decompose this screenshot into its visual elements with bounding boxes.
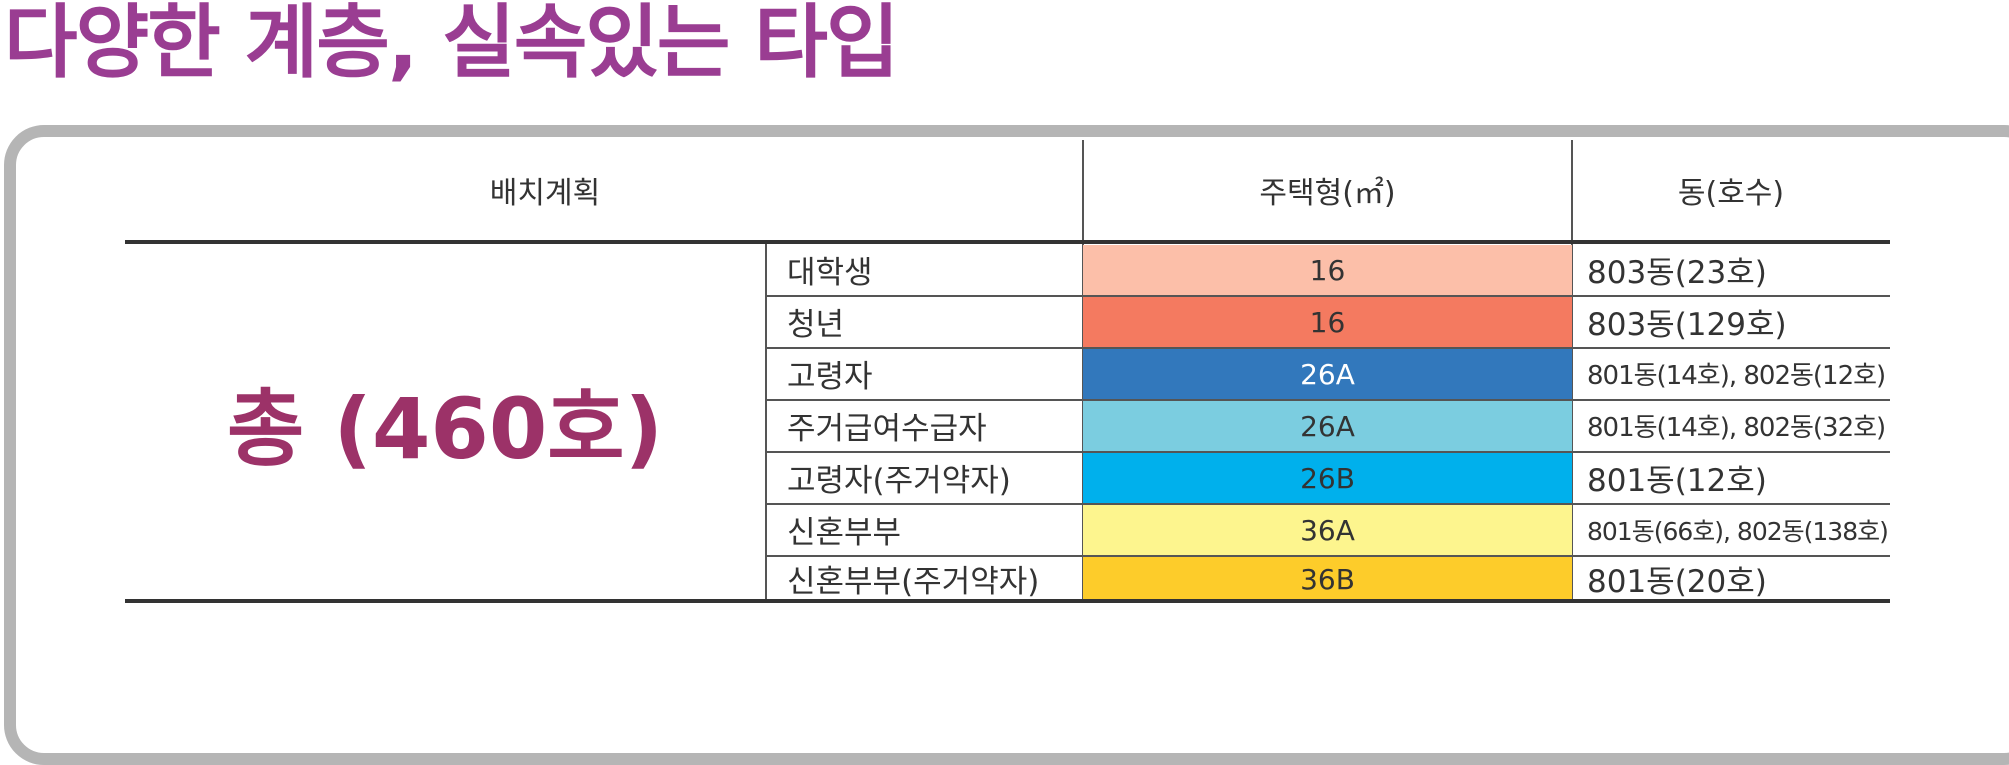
- building-cell: 801동(14호), 802동(12호): [1587, 361, 1886, 391]
- type-cell: 36B: [1083, 557, 1572, 601]
- row-divider: [765, 399, 1890, 401]
- category-cell: 고령자: [787, 359, 873, 395]
- table-row: 신혼부부 36A 801동(66호), 802동(138호): [125, 504, 1890, 555]
- type-cell: 26B: [1083, 453, 1572, 503]
- header-plan: 배치계획: [489, 176, 601, 211]
- column-divider: [765, 244, 767, 600]
- category-cell: 주거급여수급자: [787, 411, 987, 447]
- building-cell: 801동(66호), 802동(138호): [1587, 516, 1889, 546]
- category-cell: 신혼부부(주거약자): [787, 563, 1040, 600]
- header-divider: [1082, 140, 1084, 240]
- category-cell: 고령자(주거약자): [787, 463, 1011, 499]
- row-divider: [765, 295, 1890, 297]
- table-top-rule: [125, 240, 1890, 244]
- header-building: 동(호수): [1677, 176, 1785, 211]
- table-row: 주거급여수급자 26A 801동(14호), 802동(32호): [125, 400, 1890, 451]
- row-divider: [765, 347, 1890, 349]
- building-cell: 801동(12호): [1587, 463, 1767, 499]
- table-row: 고령자(주거약자) 26B 801동(12호): [125, 452, 1890, 503]
- type-cell: 36A: [1083, 505, 1572, 555]
- column-divider: [1571, 244, 1573, 600]
- housing-type-table: 배치계획 주택형(㎡) 동(호수) 총 (460호) 대학생 16 803동(2…: [125, 140, 1890, 603]
- category-cell: 신혼부부: [787, 515, 902, 551]
- page-title: 다양한 계층, 실속있는 타입: [4, 0, 900, 89]
- table-row: 신혼부부(주거약자) 36B 801동(20호): [125, 556, 1890, 601]
- category-cell: 청년: [787, 307, 845, 343]
- building-cell: 803동(23호): [1587, 255, 1767, 291]
- row-divider: [765, 503, 1890, 505]
- table-row: 청년 16 803동(129호): [125, 296, 1890, 347]
- type-cell: 26A: [1083, 349, 1572, 399]
- row-divider: [765, 555, 1890, 557]
- header-type: 주택형(㎡): [1259, 176, 1396, 211]
- table-row: 대학생 16 803동(23호): [125, 244, 1890, 295]
- building-cell: 803동(129호): [1587, 307, 1787, 343]
- building-cell: 801동(20호): [1587, 563, 1767, 600]
- row-divider: [765, 451, 1890, 453]
- type-cell: 16: [1083, 245, 1572, 295]
- type-cell: 16: [1083, 297, 1572, 347]
- category-cell: 대학생: [787, 255, 873, 291]
- header-divider: [1571, 140, 1573, 240]
- type-cell: 26A: [1083, 401, 1572, 451]
- table-row: 고령자 26A 801동(14호), 802동(12호): [125, 348, 1890, 399]
- building-cell: 801동(14호), 802동(32호): [1587, 413, 1886, 443]
- total-count: 총 (460호): [227, 379, 663, 478]
- table-bottom-rule: [125, 599, 1890, 603]
